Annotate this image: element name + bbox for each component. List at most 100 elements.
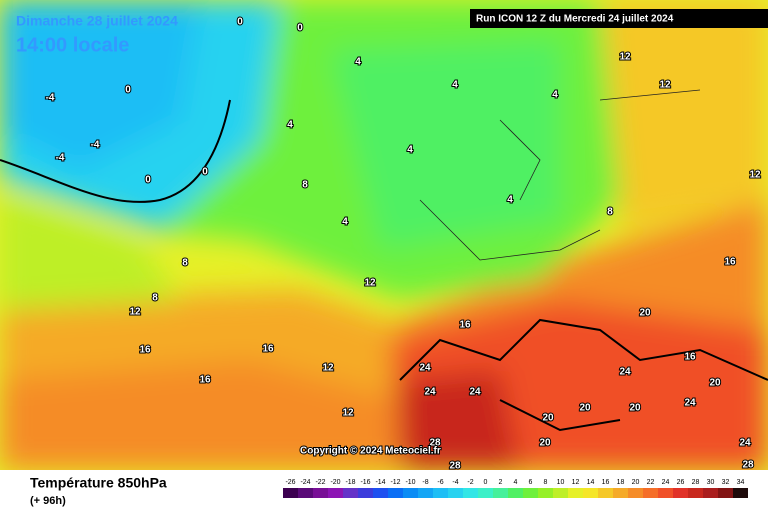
scale-label: 16 xyxy=(602,479,610,486)
scale-label: -16 xyxy=(360,479,370,486)
contour-label: 4 xyxy=(287,120,293,131)
contour-label: 0 xyxy=(297,23,303,34)
scale-swatch xyxy=(403,488,418,498)
contour-label: 12 xyxy=(342,408,354,419)
scale-label: 0 xyxy=(484,479,488,486)
scale-swatch xyxy=(358,488,373,498)
scale-swatch xyxy=(373,488,388,498)
contour-label: 24 xyxy=(739,438,751,449)
contour-label: 28 xyxy=(449,461,461,472)
scale-swatch xyxy=(613,488,628,498)
scale-swatch xyxy=(433,488,448,498)
scale-label: -2 xyxy=(467,479,473,486)
contour-label: 8 xyxy=(302,180,308,191)
contour-label: -4 xyxy=(46,93,55,104)
contour-label: 4 xyxy=(407,145,413,156)
contour-label: 0 xyxy=(202,167,208,178)
scale-label: -8 xyxy=(422,479,428,486)
contour-label: -4 xyxy=(56,153,65,164)
scale-label: -10 xyxy=(405,479,415,486)
contour-label: 16 xyxy=(139,345,151,356)
copyright: Copyright © 2024 Meteociel.fr xyxy=(300,446,441,457)
scale-label: 26 xyxy=(677,479,685,486)
scale-swatch xyxy=(538,488,553,498)
contour-label: 20 xyxy=(629,403,641,414)
scale-label: 6 xyxy=(529,479,533,486)
scale-swatch xyxy=(493,488,508,498)
scale-label: -26 xyxy=(285,479,295,486)
date: Dimanche 28 juillet 2024 xyxy=(16,13,178,29)
run-box xyxy=(470,9,768,28)
scale-label: 10 xyxy=(557,479,565,486)
scale-swatch xyxy=(598,488,613,498)
contour-label: 16 xyxy=(199,375,211,386)
scale-label: 12 xyxy=(572,479,580,486)
contour-label: 0 xyxy=(125,85,131,96)
contour-label: 8 xyxy=(607,207,613,218)
contour-label: 16 xyxy=(262,344,274,355)
scale-label: 20 xyxy=(632,479,640,486)
scale-swatch xyxy=(568,488,583,498)
scale-swatch xyxy=(523,488,538,498)
scale-swatch xyxy=(448,488,463,498)
contour-label: 12 xyxy=(129,307,141,318)
contour-label: 16 xyxy=(724,257,736,268)
scale-label: -14 xyxy=(375,479,385,486)
scale-swatch xyxy=(718,488,733,498)
contour-label: 4 xyxy=(507,195,513,206)
scale-label: 32 xyxy=(722,479,730,486)
contour-label: 20 xyxy=(579,403,591,414)
contour-label: 28 xyxy=(429,438,441,449)
scale-swatch xyxy=(553,488,568,498)
contour-label: 24 xyxy=(684,398,696,409)
contour-label: 12 xyxy=(322,363,334,374)
contour-label: 12 xyxy=(364,278,376,289)
scale-label: -4 xyxy=(452,479,458,486)
temperature-field xyxy=(0,0,768,470)
scale-swatch xyxy=(418,488,433,498)
scale-label: -22 xyxy=(315,479,325,486)
scale-label: 34 xyxy=(737,479,745,486)
scale-swatch xyxy=(343,488,358,498)
scale-swatch xyxy=(478,488,493,498)
scale-label: -18 xyxy=(345,479,355,486)
scale-label: 8 xyxy=(544,479,548,486)
scale-swatch xyxy=(628,488,643,498)
scale-label: 2 xyxy=(499,479,503,486)
scale-swatch xyxy=(298,488,313,498)
scale-label: 24 xyxy=(662,479,670,486)
contour-label: 24 xyxy=(469,387,481,398)
contour-label: 20 xyxy=(709,378,721,389)
run: Run ICON 12 Z du Mercredi 24 juillet 202… xyxy=(476,14,674,25)
scale-swatch xyxy=(733,488,748,498)
scale-swatch xyxy=(583,488,598,498)
contour-label: 24 xyxy=(619,367,631,378)
scale-label: -20 xyxy=(330,479,340,486)
scale-swatch xyxy=(673,488,688,498)
contour-label: 28 xyxy=(742,460,754,471)
scale-label: -6 xyxy=(437,479,443,486)
contour-label: 4 xyxy=(355,57,361,68)
scale-label: 30 xyxy=(707,479,715,486)
scale-label: 18 xyxy=(617,479,625,486)
scale-label: 22 xyxy=(647,479,655,486)
scale-swatch xyxy=(328,488,343,498)
contour-label: 4 xyxy=(552,90,558,101)
scale-swatch xyxy=(643,488,658,498)
contour-label: 16 xyxy=(459,320,471,331)
scale-swatch xyxy=(313,488,328,498)
contour-label: 20 xyxy=(542,413,554,424)
time: 14:00 locale xyxy=(16,34,129,56)
contour-label: 24 xyxy=(424,387,436,398)
contour-label: 16 xyxy=(684,352,696,363)
scale-label: 4 xyxy=(514,479,518,486)
contour-label: 4 xyxy=(452,80,458,91)
scale-swatch xyxy=(283,488,298,498)
contour-label: 12 xyxy=(749,170,761,181)
scale-label: -12 xyxy=(390,479,400,486)
scale-swatch xyxy=(463,488,478,498)
footer-title: Température 850hPa xyxy=(30,475,167,491)
contour-label: -4 xyxy=(91,140,100,151)
